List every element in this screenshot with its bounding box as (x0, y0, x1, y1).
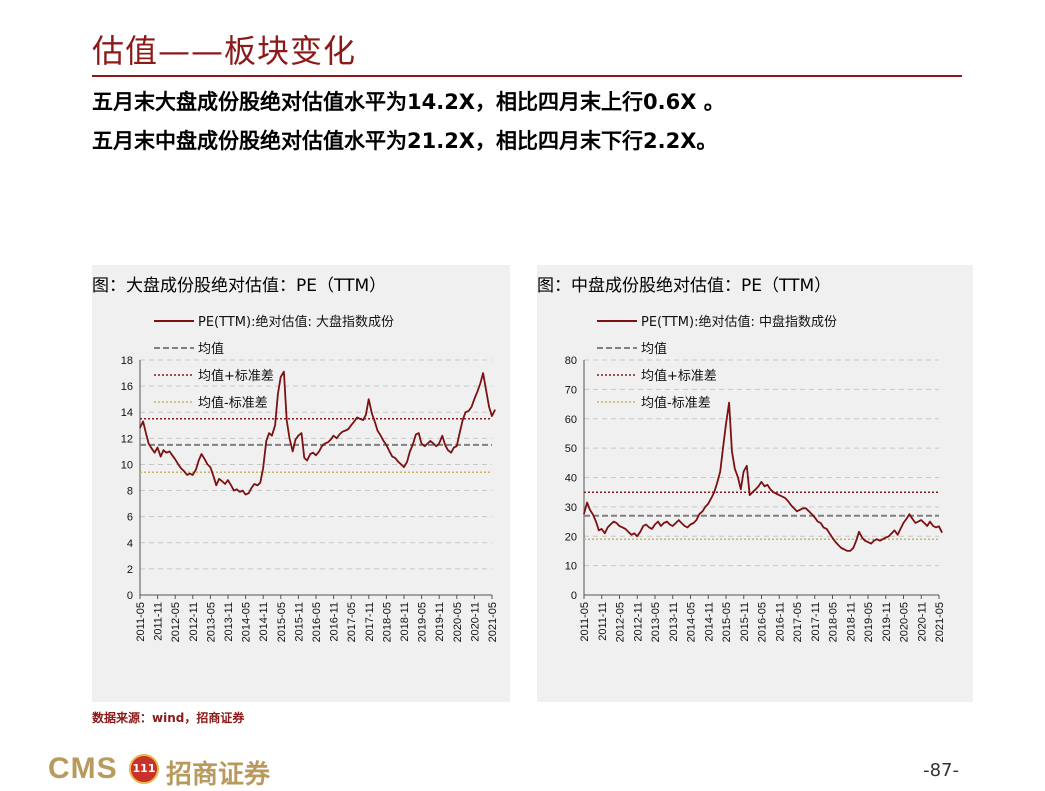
x-tick-label: 2011-11 (597, 602, 609, 641)
x-tick-label: 2018-05 (381, 602, 393, 642)
y-tick-label: 30 (565, 502, 577, 514)
x-tick-label: 2011-05 (135, 602, 147, 642)
title-rule (92, 75, 962, 77)
x-tick-label: 2017-11 (364, 602, 376, 642)
chart-mid-cap: 0 10 20 30 40 50 60 70 80 2011-05 2011-11 2012-05 20… (565, 314, 946, 642)
y-tick-label: 70 (565, 384, 577, 396)
y-tick-label: 50 (565, 443, 577, 455)
page-title: 估值——板块变化 (92, 32, 357, 70)
y-tick-label: 60 (565, 414, 577, 426)
data-source: 数据来源：wind，招商证券 (92, 711, 245, 725)
x-tick-label: 2013-11 (223, 602, 235, 642)
y-tick-label: 2 (127, 564, 133, 576)
x-tick-label: 2014-11 (703, 602, 715, 642)
y-tick-label: 12 (121, 433, 133, 445)
x-tick-label: 2017-05 (792, 602, 804, 642)
legend-label-minus-sd: 均值-标准差 (198, 395, 268, 411)
x-tick-label: 2012-05 (170, 602, 182, 642)
x-tick-label: 2020-05 (899, 602, 911, 642)
x-tick-label: 2012-05 (615, 602, 627, 642)
legend-label-series: PE(TTM):绝对估值: 中盘指数成份 (641, 314, 837, 330)
logo-company-name: 招商证券 (166, 760, 271, 790)
x-tick-label: 2020-11 (916, 602, 928, 642)
x-tick-label: 2012-11 (188, 602, 200, 642)
subtitle-large-cap: 五月末大盘成份股绝对估值水平为14.2X，相比四月末上行0.6X 。 (92, 90, 725, 114)
y-tick-label: 20 (565, 531, 577, 543)
x-tick-label: 2016-05 (757, 602, 769, 642)
legend-label-plus-sd: 均值+标准差 (198, 368, 274, 384)
x-tick-label: 2018-05 (828, 602, 840, 642)
y-tick-label: 16 (121, 381, 133, 393)
x-tick-label: 2015-11 (739, 602, 751, 642)
legend-label-plus-sd: 均值+标准差 (641, 368, 717, 384)
legend-label-minus-sd: 均值-标准差 (641, 395, 711, 411)
y-tick-label: 4 (127, 538, 133, 550)
logo-coin-icon: 111 (129, 754, 159, 784)
x-tick-label: 2013-11 (668, 602, 680, 642)
chart-large-cap: 0 2 4 6 8 10 12 14 16 18 2011-05 2011-11 2012-05 2012… (121, 314, 499, 642)
logo-cms-text: CMS (48, 752, 118, 785)
x-tick-label: 2016-05 (311, 602, 323, 642)
x-tick-label: 2013-05 (205, 602, 217, 642)
x-tick-label: 2017-05 (346, 602, 358, 642)
x-tick-label: 2015-05 (276, 602, 288, 642)
x-tick-label: 2011-05 (579, 602, 591, 642)
pe-series-line (139, 370, 496, 496)
y-tick-label: 0 (127, 590, 133, 602)
x-tick-label: 2020-05 (452, 602, 464, 642)
x-tick-label: 2016-11 (329, 602, 341, 642)
chart-panel-mid-cap: 图：中盘成份股绝对估值：PE（TTM） 0 10 20 30 40 50 60 70 80 201… (537, 265, 973, 702)
chart-title-mid-cap: 图：中盘成份股绝对估值：PE（TTM） (537, 276, 832, 296)
x-tick-label: 2013-05 (650, 602, 662, 642)
x-tick-label: 2014-05 (686, 602, 698, 642)
x-tick-label: 2012-11 (632, 602, 644, 642)
pe-series-line (583, 401, 943, 552)
x-tick-label: 2019-11 (434, 602, 446, 642)
x-tick-label: 2015-05 (721, 602, 733, 642)
y-tick-label: 80 (565, 355, 577, 367)
x-tick-label: 2016-11 (774, 602, 786, 642)
y-tick-label: 18 (121, 355, 133, 367)
chart-panel-large-cap: 图：大盘成份股绝对估值：PE（TTM） 0 2 4 6 8 10 12 14 16 18 2011-… (92, 265, 510, 702)
legend-label-mean: 均值 (198, 341, 224, 357)
x-tick-label: 2020-11 (469, 602, 481, 642)
x-tick-label: 2019-05 (863, 602, 875, 642)
y-tick-label: 10 (565, 561, 577, 573)
y-tick-label: 40 (565, 473, 577, 485)
x-tick-label: 2021-05 (934, 602, 946, 642)
legend-label-mean: 均值 (641, 341, 667, 357)
x-tick-label: 2019-11 (881, 602, 893, 642)
y-tick-label: 14 (121, 407, 133, 419)
x-tick-label: 2011-11 (153, 602, 165, 641)
y-tick-label: 6 (127, 512, 133, 524)
chart-title-large-cap: 图：大盘成份股绝对估值：PE（TTM） (92, 276, 387, 296)
y-tick-label: 8 (127, 486, 133, 498)
x-tick-label: 2017-11 (810, 602, 822, 642)
x-tick-label: 2014-11 (258, 602, 270, 642)
subtitle-mid-cap: 五月末中盘成份股绝对估值水平为21.2X，相比四月末下行2.2X。 (92, 129, 718, 153)
y-tick-label: 0 (571, 590, 577, 602)
x-tick-label: 2018-11 (399, 602, 411, 642)
x-tick-label: 2015-11 (293, 602, 305, 642)
x-tick-label: 2014-05 (241, 602, 253, 642)
legend-label-series: PE(TTM):绝对估值: 大盘指数成份 (198, 314, 394, 330)
x-tick-label: 2018-11 (845, 602, 857, 642)
x-tick-label: 2021-05 (487, 602, 499, 642)
x-tick-label: 2019-05 (417, 602, 429, 642)
page-number: -87- (923, 760, 959, 781)
y-tick-label: 10 (121, 459, 133, 471)
